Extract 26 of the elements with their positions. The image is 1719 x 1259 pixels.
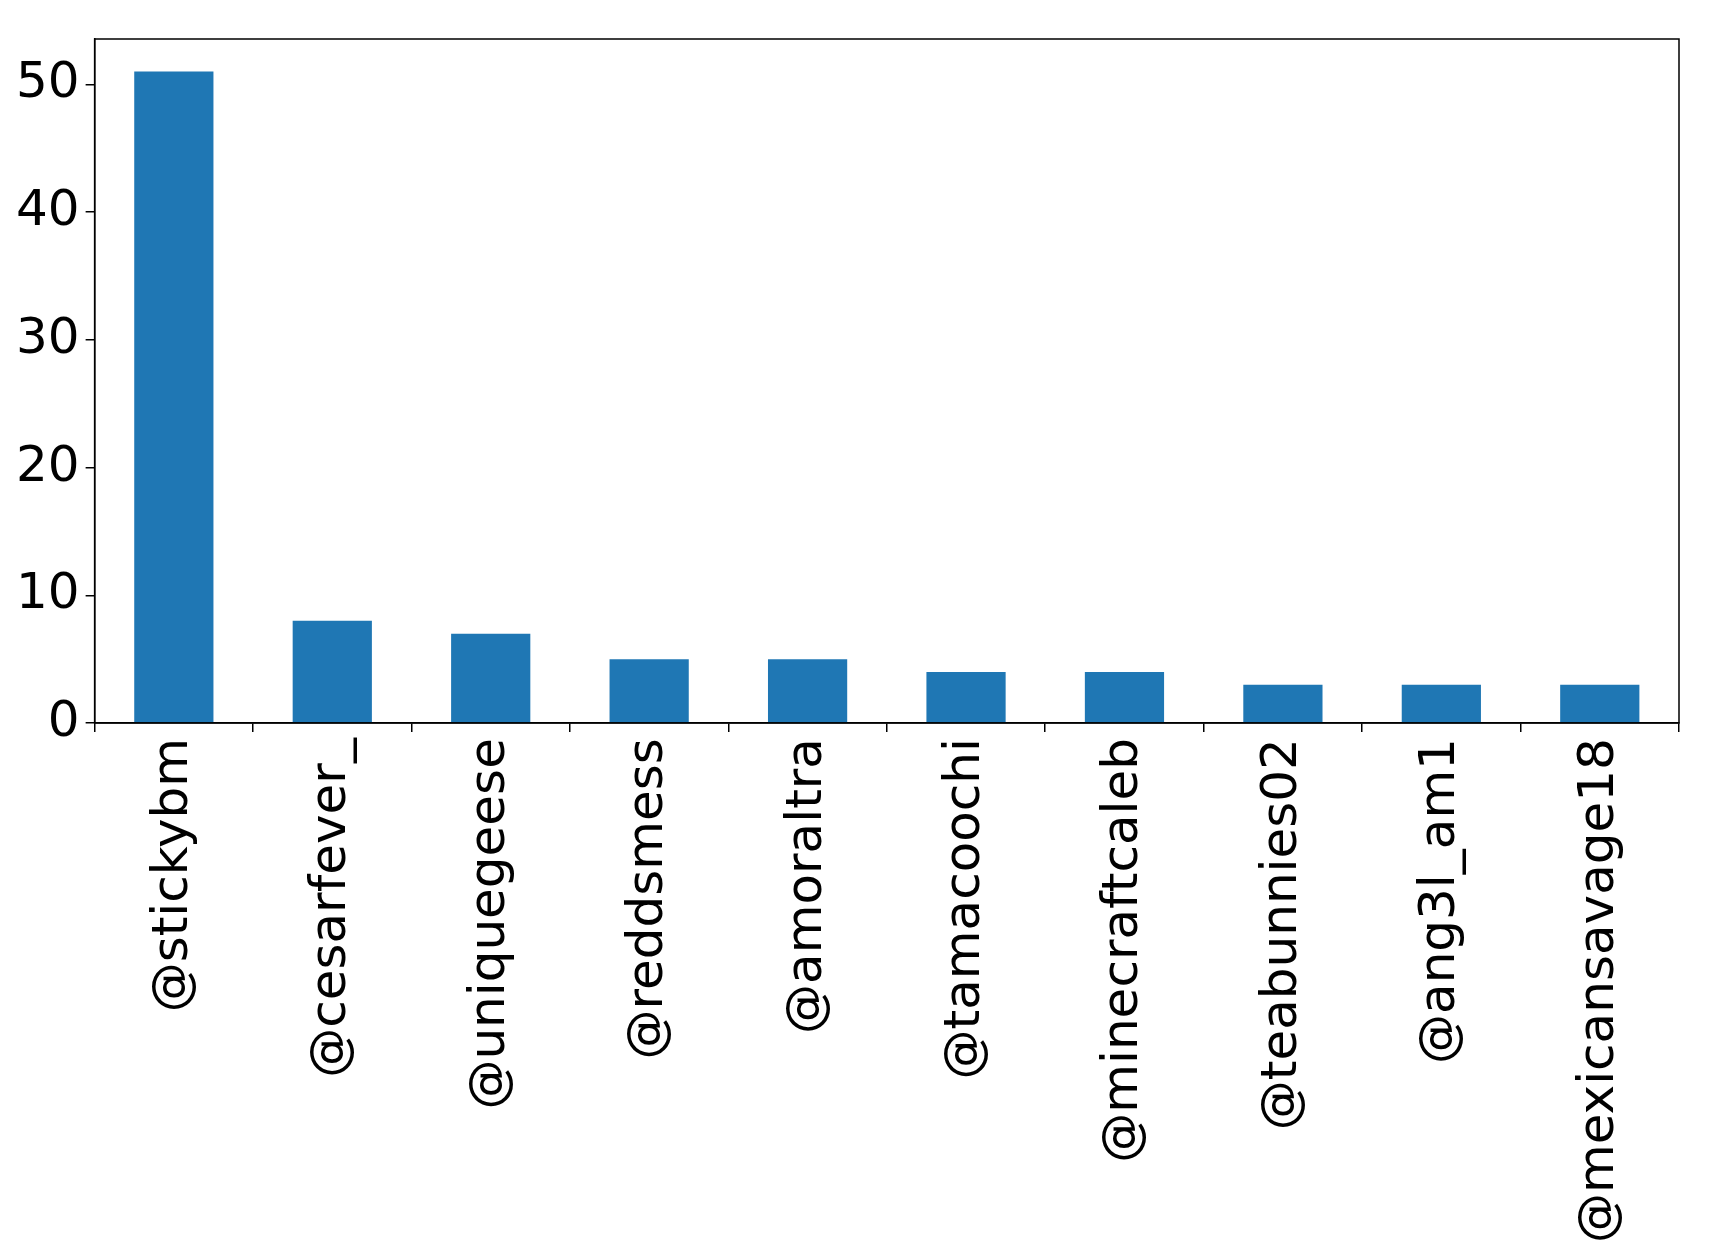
x-tick-label: @stickybm [140, 738, 199, 1013]
y-tick-label: 30 [16, 306, 80, 365]
bar [134, 71, 214, 723]
bar [767, 659, 848, 723]
bar [292, 620, 372, 723]
x-tick-label: @cesarfever_ [299, 737, 358, 1078]
bar [1243, 684, 1323, 723]
x-tick-label: @reddsmess [616, 738, 675, 1060]
y-tick-label: 0 [47, 690, 80, 749]
bar [1084, 671, 1165, 723]
bar [1401, 684, 1481, 723]
x-tick-label: @amoraltra [774, 738, 833, 1034]
bar [926, 671, 1006, 723]
x-tick-label: @teabunnies02 [1249, 738, 1308, 1131]
x-tick-label: @uniquegeese [457, 738, 516, 1110]
bar [1560, 684, 1640, 723]
y-tick-label: 20 [16, 434, 80, 493]
x-tick-label: @mexicansavage18 [1566, 738, 1625, 1244]
bar [451, 633, 531, 723]
bar [609, 659, 689, 723]
y-tick-label: 10 [16, 562, 80, 621]
y-tick-label: 40 [16, 179, 80, 238]
x-tick-label: @tamacoochi [933, 738, 992, 1080]
x-tick-label: @ang3l_am1 [1408, 738, 1467, 1065]
x-tick-label: @minecraftcaleb [1091, 738, 1150, 1163]
y-tick-label: 50 [16, 51, 80, 110]
